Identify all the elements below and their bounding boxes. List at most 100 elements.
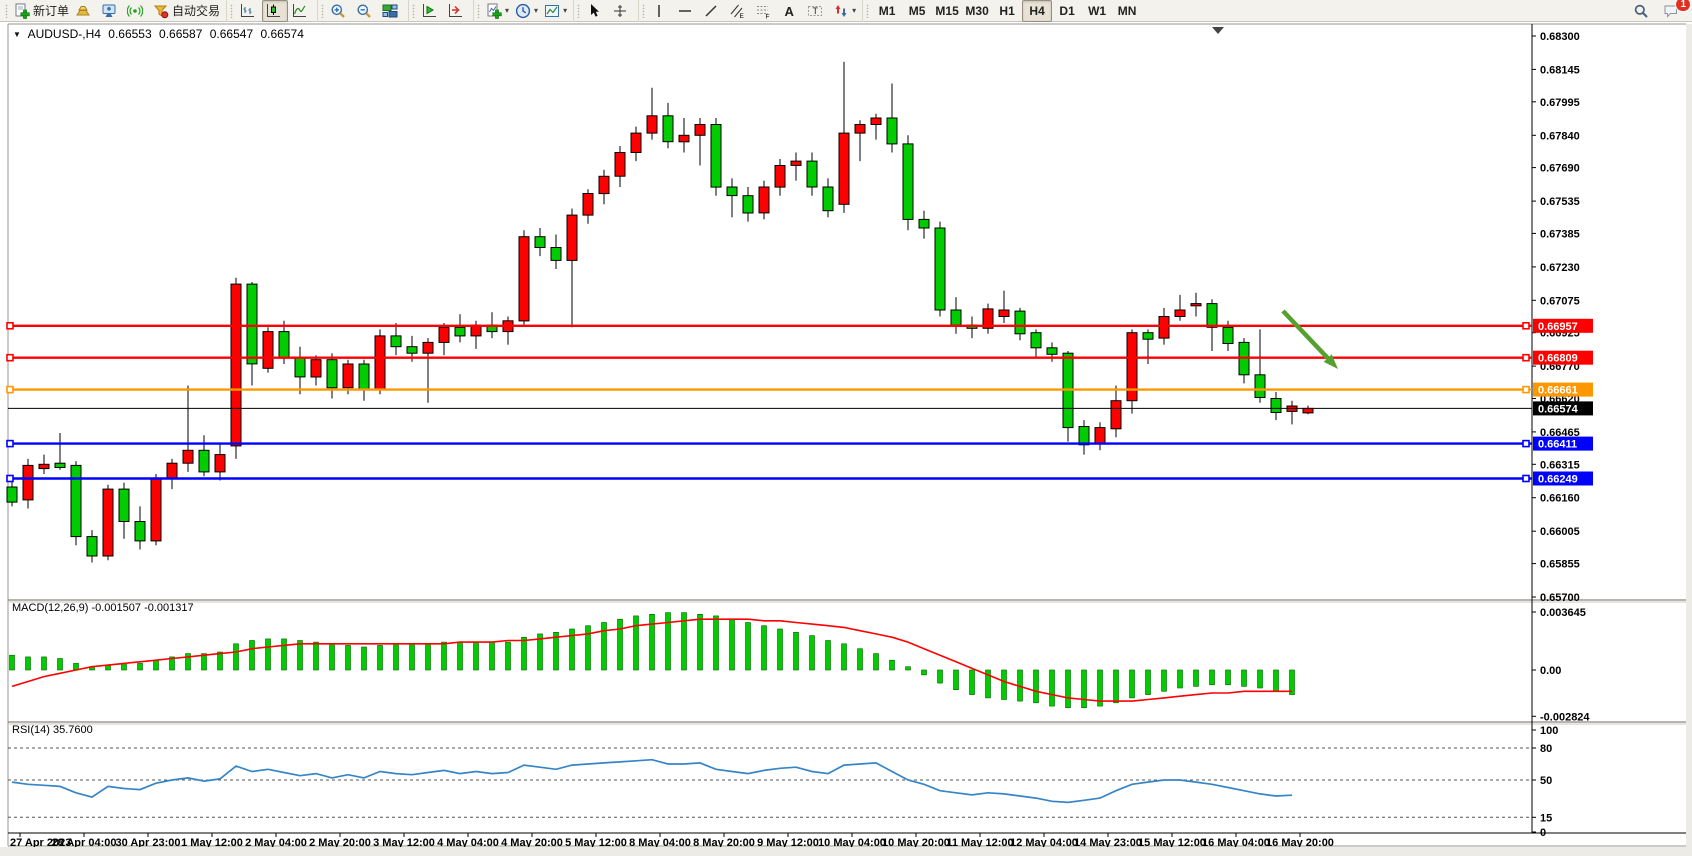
rsi-panel: 100 80 50 15 0 xyxy=(8,725,1558,839)
zoom-in-button[interactable] xyxy=(327,0,353,22)
objects-group: E F A T ▾ xyxy=(638,0,862,22)
svg-text:0.66574: 0.66574 xyxy=(1538,403,1579,415)
svg-text:30 Apr 23:00: 30 Apr 23:00 xyxy=(115,837,180,849)
pointer-group xyxy=(573,0,638,22)
svg-text:0.66809: 0.66809 xyxy=(1538,353,1578,365)
timeframe-m5[interactable]: M5 xyxy=(902,0,932,22)
auto-scroll-button[interactable] xyxy=(418,0,444,22)
timeframe-h1[interactable]: H1 xyxy=(992,0,1022,22)
svg-text:5 May 12:00: 5 May 12:00 xyxy=(565,837,627,849)
svg-text:9 May 12:00: 9 May 12:00 xyxy=(757,837,819,849)
channel-icon: E xyxy=(730,4,745,19)
svg-text:16 May 04:00: 16 May 04:00 xyxy=(1202,837,1270,849)
chart-shift-marker xyxy=(1212,27,1224,34)
hline-icon xyxy=(679,9,692,12)
trendline-icon xyxy=(705,4,717,17)
quote-close: 0.66574 xyxy=(260,27,304,41)
timeframe-mn[interactable]: MN xyxy=(1112,0,1142,22)
svg-text:0.00: 0.00 xyxy=(1540,665,1561,677)
panel-frame xyxy=(7,23,1692,847)
svg-text:0.67535: 0.67535 xyxy=(1540,196,1580,208)
signals-button[interactable] xyxy=(124,0,150,22)
drawn-arrow-annotation xyxy=(1281,309,1338,369)
arrows-icon xyxy=(835,4,847,17)
candlestick-chart-button[interactable] xyxy=(262,0,289,22)
timeframe-m1[interactable]: M1 xyxy=(872,0,902,22)
timeframe-d1[interactable]: D1 xyxy=(1052,0,1082,22)
macd-indicator-label: MACD(12,26,9) -0.001507 -0.001317 xyxy=(12,602,194,614)
timeframe-h4-label: H4 xyxy=(1029,3,1045,18)
equidistant-channel-button[interactable]: E xyxy=(726,0,752,22)
hline-objects xyxy=(6,321,1532,483)
cursor-button[interactable] xyxy=(583,0,609,22)
svg-text:0.68145: 0.68145 xyxy=(1540,64,1580,76)
autotrade-icon xyxy=(153,5,169,18)
chart-shift-button[interactable] xyxy=(444,0,470,22)
symbol-dropdown-arrow[interactable]: ▼ xyxy=(13,30,21,39)
zoom-out-button[interactable] xyxy=(353,0,379,22)
svg-text:0.67690: 0.67690 xyxy=(1540,163,1580,175)
indicators-button[interactable]: ▾ xyxy=(483,0,512,22)
deposit-button[interactable] xyxy=(72,0,98,22)
bar-chart-icon xyxy=(241,3,255,17)
trendline-button[interactable] xyxy=(700,0,726,22)
svg-text:27 Apr 2023: 27 Apr 2023 xyxy=(10,837,71,849)
timeframe-w1[interactable]: W1 xyxy=(1082,0,1112,22)
tile-windows-button[interactable] xyxy=(379,0,405,22)
rsi-indicator-label: RSI(14) 35.7600 xyxy=(12,724,93,736)
timeframe-h1-label: H1 xyxy=(999,3,1015,18)
price-axis: 0.68300 0.68145 0.67995 0.67840 0.67690 0.675… xyxy=(1532,31,1580,604)
support-button[interactable] xyxy=(98,0,124,22)
line-chart-button[interactable] xyxy=(288,0,314,22)
new-order-button[interactable]: 新订单 xyxy=(11,0,72,22)
search-button[interactable] xyxy=(1630,0,1656,22)
timeframe-m15[interactable]: M15 xyxy=(932,0,962,22)
svg-text:8 May 04:00: 8 May 04:00 xyxy=(629,837,691,849)
periods-icon xyxy=(515,3,531,18)
signals-icon xyxy=(127,4,144,17)
new-order-icon xyxy=(15,3,30,19)
vertical-line-button[interactable] xyxy=(648,0,674,22)
timeframe-d1-label: D1 xyxy=(1059,3,1075,18)
toolbar: 新订单 自动交易 ▾ ▾ ▾ E F A T ▾ M1 M5 M15 M30 H1 H4 D1 W1 MN 1 xyxy=(0,0,1692,22)
timeframe-h4[interactable]: H4 xyxy=(1022,0,1053,22)
svg-text:4 May 04:00: 4 May 04:00 xyxy=(437,837,499,849)
svg-text:1 May 12:00: 1 May 12:00 xyxy=(181,837,243,849)
svg-text:0: 0 xyxy=(1540,827,1546,839)
new-order-button-label: 新订单 xyxy=(33,4,70,18)
text-label-icon: T xyxy=(808,5,823,16)
autotrading-button[interactable]: 自动交易 xyxy=(150,0,223,22)
templates-icon xyxy=(545,4,560,17)
scroll-group xyxy=(408,0,473,22)
text-button[interactable]: A xyxy=(778,0,804,22)
text-label-button[interactable]: T xyxy=(804,0,830,22)
fibonacci-button[interactable]: F xyxy=(752,0,778,22)
chevron-down-icon: ▾ xyxy=(852,5,857,15)
arrows-button[interactable]: ▾ xyxy=(830,0,859,22)
quote-open: 0.66553 xyxy=(108,27,152,41)
periods-button[interactable]: ▾ xyxy=(512,0,541,22)
symbol-label: AUDUSD-,H4 xyxy=(27,27,101,41)
svg-text:0.66957: 0.66957 xyxy=(1538,321,1578,333)
timeframe-mn-label: MN xyxy=(1117,3,1137,18)
text-icon: A xyxy=(785,4,795,19)
zoom-group xyxy=(317,0,408,22)
svg-text:16 May 20:00: 16 May 20:00 xyxy=(1266,837,1334,849)
timeframe-m30[interactable]: M30 xyxy=(962,0,992,22)
chevron-down-icon: ▾ xyxy=(505,5,510,15)
candle-chart-icon xyxy=(267,3,281,17)
horizontal-line-button[interactable] xyxy=(674,0,700,22)
vline-icon xyxy=(658,4,660,17)
svg-text:11 May 12:00: 11 May 12:00 xyxy=(946,837,1013,849)
line-chart-icon xyxy=(293,3,307,17)
svg-text:0.66315: 0.66315 xyxy=(1540,459,1580,471)
crosshair-button[interactable] xyxy=(609,0,635,22)
templates-button[interactable]: ▾ xyxy=(541,0,570,22)
timeframes-group: M1 M5 M15 M30 H1 H4 D1 W1 MN xyxy=(862,0,1145,22)
notifications-button[interactable]: 1 xyxy=(1660,0,1691,22)
svg-text:0.66465: 0.66465 xyxy=(1540,427,1580,439)
svg-text:E: E xyxy=(740,13,745,19)
svg-text:-0.002824: -0.002824 xyxy=(1540,711,1590,723)
bar-chart-button[interactable] xyxy=(236,0,262,22)
